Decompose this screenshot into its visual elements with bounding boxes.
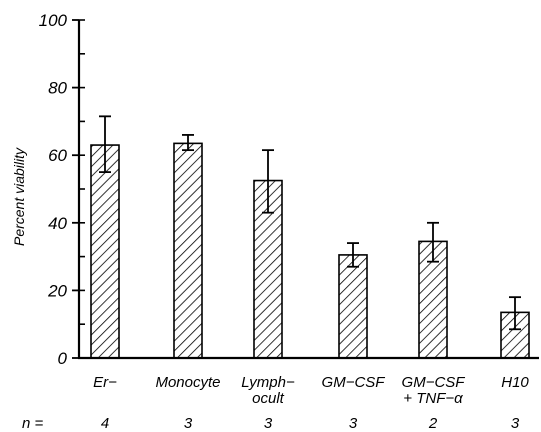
bars (90, 115, 530, 359)
x-category-label: H10 (501, 374, 529, 391)
axes (72, 19, 539, 360)
x-category-label: Lymph− (241, 374, 295, 391)
bar (173, 142, 203, 359)
n-value: 3 (264, 415, 273, 432)
y-tick-label: 40 (48, 214, 67, 233)
n-value: 3 (349, 415, 358, 432)
x-category-label: + TNF−α (403, 390, 463, 407)
x-category-label: GM−CSF (402, 374, 466, 391)
n-value: 2 (428, 415, 438, 432)
y-tick-label: 80 (48, 79, 67, 98)
bar (338, 254, 368, 359)
x-category-label: Er− (93, 374, 117, 391)
n-label: n = (22, 415, 44, 432)
labels: 0 20 40 60 80 100 Percent viability Er− Monocyte… (11, 11, 529, 432)
y-tick-label: 60 (48, 146, 67, 165)
n-value: 3 (511, 415, 520, 432)
n-value: 4 (101, 415, 109, 432)
x-category-label: GM−CSF (322, 374, 386, 391)
x-category-label: Monocyte (155, 374, 220, 391)
n-value: 3 (184, 415, 193, 432)
y-axis-label: Percent viability (11, 147, 27, 246)
y-tick-label: 0 (58, 349, 68, 368)
x-category-label: ocult (252, 390, 285, 407)
y-tick-label: 100 (39, 11, 68, 30)
y-tick-label: 20 (47, 281, 67, 300)
bar (90, 144, 120, 359)
